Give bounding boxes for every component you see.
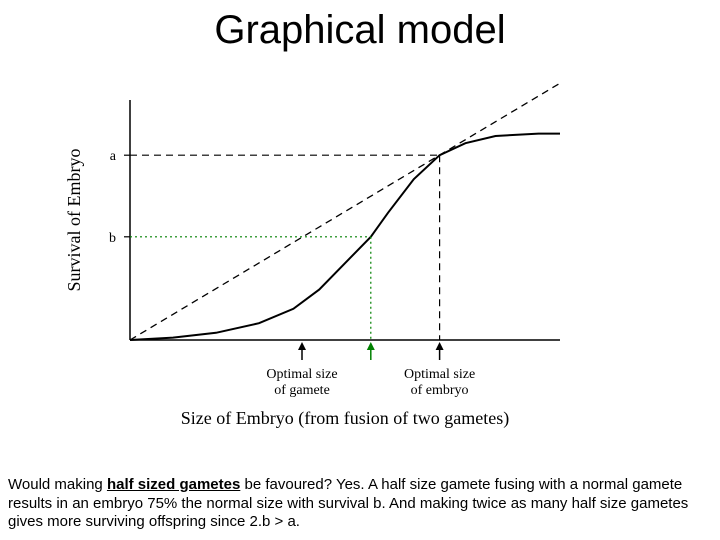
slide: Graphical model abOptimal sizeof gameteO… xyxy=(0,0,720,540)
svg-text:Survival of Embryo: Survival of Embryo xyxy=(64,149,84,292)
svg-text:Optimal size: Optimal size xyxy=(404,367,475,382)
chart-container: abOptimal sizeof gameteOptimal sizeof em… xyxy=(40,80,680,450)
svg-text:Optimal size: Optimal size xyxy=(266,367,337,382)
slide-title: Graphical model xyxy=(0,8,720,53)
survival-chart: abOptimal sizeof gameteOptimal sizeof em… xyxy=(40,80,680,450)
svg-text:a: a xyxy=(110,149,117,164)
svg-text:of gamete: of gamete xyxy=(274,383,330,398)
svg-text:of embryo: of embryo xyxy=(411,383,469,398)
caption-text: Would making half sized gametes be favou… xyxy=(8,476,712,532)
caption-lead: Would making xyxy=(8,476,107,493)
svg-text:b: b xyxy=(109,231,116,246)
svg-text:Size of Embryo (from fusion of: Size of Embryo (from fusion of two gamet… xyxy=(181,408,509,429)
caption-bold: half sized gametes xyxy=(107,476,240,493)
